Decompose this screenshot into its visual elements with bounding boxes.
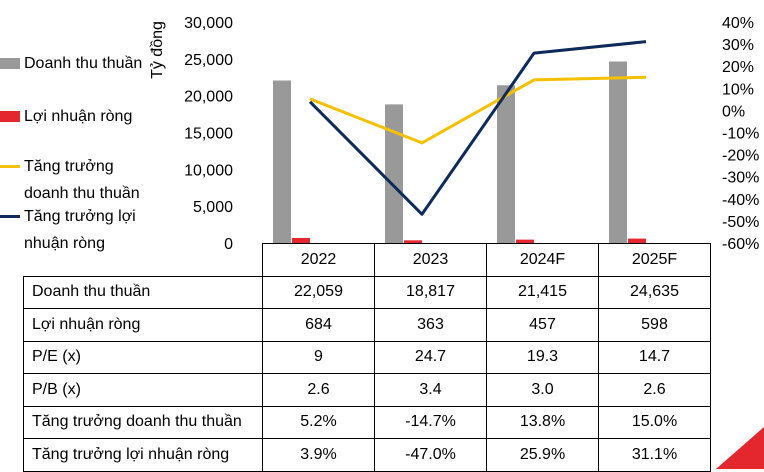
table-header-row: 2022 2023 2024F 2025F: [24, 243, 711, 277]
right-tick-label: 0%: [722, 103, 745, 120]
table-cell: 24.7: [374, 340, 487, 374]
table-cell: 598: [598, 308, 711, 342]
table-cell: 13.8%: [486, 405, 599, 439]
table-cell: 457: [486, 308, 599, 342]
table-cell: 3.9%: [262, 438, 375, 472]
table-row: Doanh thu thuần 22,059 18,817 21,415 24,635: [23, 275, 711, 309]
bars: [273, 61, 646, 244]
table-cell: 684: [262, 308, 375, 342]
table-row: Tăng trưởng lợi nhuận ròng 3.9% -47.0% 25.9…: [23, 438, 711, 472]
table-row-label: P/E (x): [23, 340, 263, 374]
table-cell: 19.3: [486, 340, 599, 374]
table-cell: -14.7%: [374, 405, 487, 439]
right-tick-label: 10%: [722, 81, 754, 98]
table-corner-cell: [24, 244, 263, 277]
line-tang-truong-doanh-thu: [309, 75, 647, 145]
right-tick-label: -30%: [722, 170, 759, 187]
bar-doanh-thu: [609, 61, 627, 243]
table-header-cell: 2022: [262, 243, 375, 277]
right-tick-label: -60%: [722, 236, 759, 253]
bar-doanh-thu: [385, 104, 403, 243]
table-row-label: Tăng trưởng doanh thu thuần: [23, 405, 263, 439]
table-header-cell: 2025F: [598, 243, 711, 277]
chart: 30,000 25,000 20,000 15,000 10,000 5,000 0 40%…: [149, 15, 759, 253]
table-row-label: Doanh thu thuần: [23, 275, 263, 309]
right-tick-label: 30%: [722, 37, 754, 54]
lines: [308, 40, 647, 216]
right-axis-ticks: 40% 30% 20% 10% 0% -10% -20% -30% -40% -50% -60%: [722, 15, 759, 253]
line-tang-truong-loi-nhuan: [308, 40, 647, 216]
legend-label: Tăng trưởng lợi: [24, 208, 136, 225]
table-body: Doanh thu thuần 22,059 18,817 21,415 24,635 L…: [23, 275, 711, 472]
table-row-label: Lợi nhuận ròng: [23, 308, 263, 342]
table-cell: 31.1%: [598, 438, 711, 472]
table-cell: 14.7: [598, 340, 711, 374]
left-axis-ticks: 30,000 25,000 20,000 15,000 10,000 5,000 0: [184, 15, 233, 253]
left-tick-label: 5,000: [193, 199, 233, 216]
table-header-cell: 2024F: [486, 243, 599, 277]
table-cell: 5.2%: [262, 405, 375, 439]
corner-decoration: [716, 427, 764, 469]
table-cell: 24,635: [598, 275, 711, 309]
table-row: P/B (x) 2.6 3.4 3.0 2.6: [23, 373, 711, 407]
legend-label: Lợi nhuận ròng: [24, 108, 133, 125]
table-row: Lợi nhuận ròng 684 363 457 598: [23, 308, 711, 342]
legend-swatch: [0, 165, 20, 168]
table-cell: 363: [374, 308, 487, 342]
table-cell: 9: [262, 340, 375, 374]
table-cell: 3.0: [486, 373, 599, 407]
table-cell: 18,817: [374, 275, 487, 309]
left-tick-label: 25,000: [184, 52, 233, 69]
legend-swatch: [0, 215, 20, 218]
table-row: P/E (x) 9 24.7 19.3 14.7: [23, 340, 711, 374]
legend-swatch: [0, 58, 20, 69]
bar-loi-nhuan: [516, 239, 534, 243]
data-table: 2022 2023 2024F 2025F Doanh thu thuần 22,059…: [23, 243, 711, 472]
right-tick-label: 20%: [722, 59, 754, 76]
table-cell: 22,059: [262, 275, 375, 309]
table-cell: 2.6: [598, 373, 711, 407]
right-tick-label: -40%: [722, 192, 759, 209]
bar-loi-nhuan: [404, 240, 422, 243]
legend-swatch: [0, 111, 20, 122]
right-tick-label: 40%: [722, 15, 754, 32]
right-tick-label: -10%: [722, 126, 759, 143]
left-tick-label: 15,000: [184, 126, 233, 143]
table-cell: 3.4: [374, 373, 487, 407]
right-tick-label: -20%: [722, 148, 759, 165]
table-cell: 15.0%: [598, 405, 711, 439]
table-cell: 21,415: [486, 275, 599, 309]
table-cell: 25.9%: [486, 438, 599, 472]
legend-label: nhuận ròng: [24, 235, 105, 252]
right-tick-label: -50%: [722, 214, 759, 231]
legend-label: Doanh thu thuần: [24, 55, 143, 72]
table-row-label: P/B (x): [23, 373, 263, 407]
legend-label: doanh thu thuần: [24, 185, 140, 202]
table-header-cell: 2023: [374, 243, 487, 277]
left-tick-label: 10,000: [184, 162, 233, 179]
bar-doanh-thu: [497, 85, 515, 244]
left-tick-label: 30,000: [184, 15, 233, 32]
left-tick-label: 20,000: [184, 89, 233, 106]
table-cell: 2.6: [262, 373, 375, 407]
bar-loi-nhuan: [292, 237, 310, 243]
bar-loi-nhuan: [628, 238, 646, 243]
table-row: Tăng trưởng doanh thu thuần 5.2% -14.7% 13.…: [23, 405, 711, 439]
table-cell: -47.0%: [374, 438, 487, 472]
left-tick-label: 0: [224, 236, 233, 253]
table-row-label: Tăng trưởng lợi nhuận ròng: [23, 438, 263, 472]
bar-doanh-thu: [273, 80, 291, 243]
y-axis-label: Tỷ đồng: [149, 21, 166, 79]
legend-label: Tăng trưởng: [24, 158, 114, 175]
